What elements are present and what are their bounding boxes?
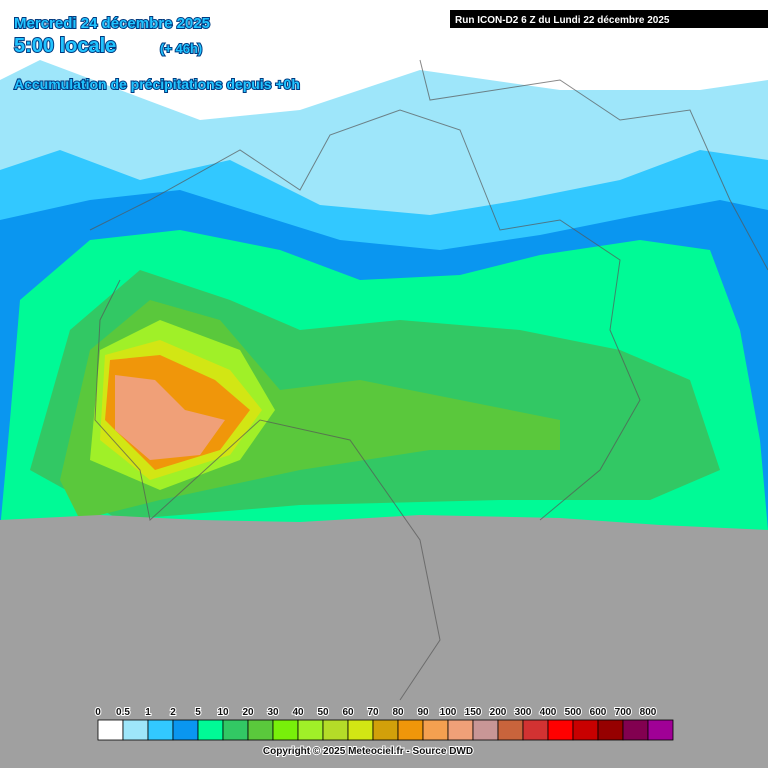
legend-label: 0 <box>95 707 101 718</box>
country-border <box>94 279 441 701</box>
legend-label: 30 <box>267 707 279 718</box>
legend-swatch <box>222 719 249 741</box>
legend-swatch <box>597 719 624 741</box>
legend-label: 150 <box>465 707 482 718</box>
legend-label: 1 <box>145 707 151 718</box>
legend-label: 0.5 <box>116 707 130 718</box>
legend-label: 40 <box>292 707 304 718</box>
precip-100 <box>115 375 225 460</box>
legend-label: 5 <box>195 707 201 718</box>
legend-swatch <box>547 719 574 741</box>
legend-swatch <box>247 719 274 741</box>
legend-label: 700 <box>615 707 632 718</box>
legend-label: 60 <box>342 707 354 718</box>
legend-label: 400 <box>540 707 557 718</box>
outside-domain <box>0 515 768 768</box>
legend-label: 100 <box>440 707 457 718</box>
legend-label: 500 <box>565 707 582 718</box>
legend-swatch <box>497 719 524 741</box>
legend: 0 0.5 1 2 5 10 20 30 40 50 60 70 80 90 100 150 200 300 400… <box>94 706 674 741</box>
legend-label: 10 <box>217 707 229 718</box>
legend-swatch <box>397 719 424 741</box>
legend-label: 600 <box>590 707 607 718</box>
product-label: Accumulation de précipitations depuis +0… <box>14 76 300 92</box>
date-label: Mercredi 24 décembre 2025 <box>14 15 210 32</box>
run-box <box>450 10 768 28</box>
lead-label: (+ 46h) <box>160 41 202 56</box>
time-label: 5:00 locale <box>14 35 116 57</box>
legend-swatch <box>647 719 674 741</box>
run-label: Run ICON-D2 6 Z du Lundi 22 décembre 202… <box>455 15 670 26</box>
legend-label: 80 <box>392 707 404 718</box>
legend-swatch <box>197 719 224 741</box>
legend-swatch <box>147 719 174 741</box>
country-border <box>89 109 641 521</box>
legend-swatch <box>322 719 349 741</box>
legend-swatch <box>122 719 149 741</box>
legend-swatch <box>447 719 474 741</box>
legend-label: 800 <box>640 707 657 718</box>
legend-label: 70 <box>367 707 379 718</box>
country-border <box>419 59 768 271</box>
legend-swatch <box>472 719 499 741</box>
legend-label: 50 <box>317 707 329 718</box>
legend-swatch <box>422 719 449 741</box>
legend-swatch <box>572 719 599 741</box>
legend-swatch <box>272 719 299 741</box>
copyright: Copyright © 2025 Meteociel.fr - Source D… <box>263 746 473 757</box>
legend-label: 2 <box>170 707 176 718</box>
legend-label: 200 <box>490 707 507 718</box>
legend-swatch <box>622 719 649 741</box>
legend-swatch <box>522 719 549 741</box>
legend-swatch <box>97 719 124 741</box>
legend-swatch <box>347 719 374 741</box>
legend-swatch <box>372 719 399 741</box>
legend-label: 90 <box>417 707 429 718</box>
legend-swatch <box>297 719 324 741</box>
legend-label: 300 <box>515 707 532 718</box>
legend-swatch <box>172 719 199 741</box>
legend-label: 20 <box>242 707 254 718</box>
